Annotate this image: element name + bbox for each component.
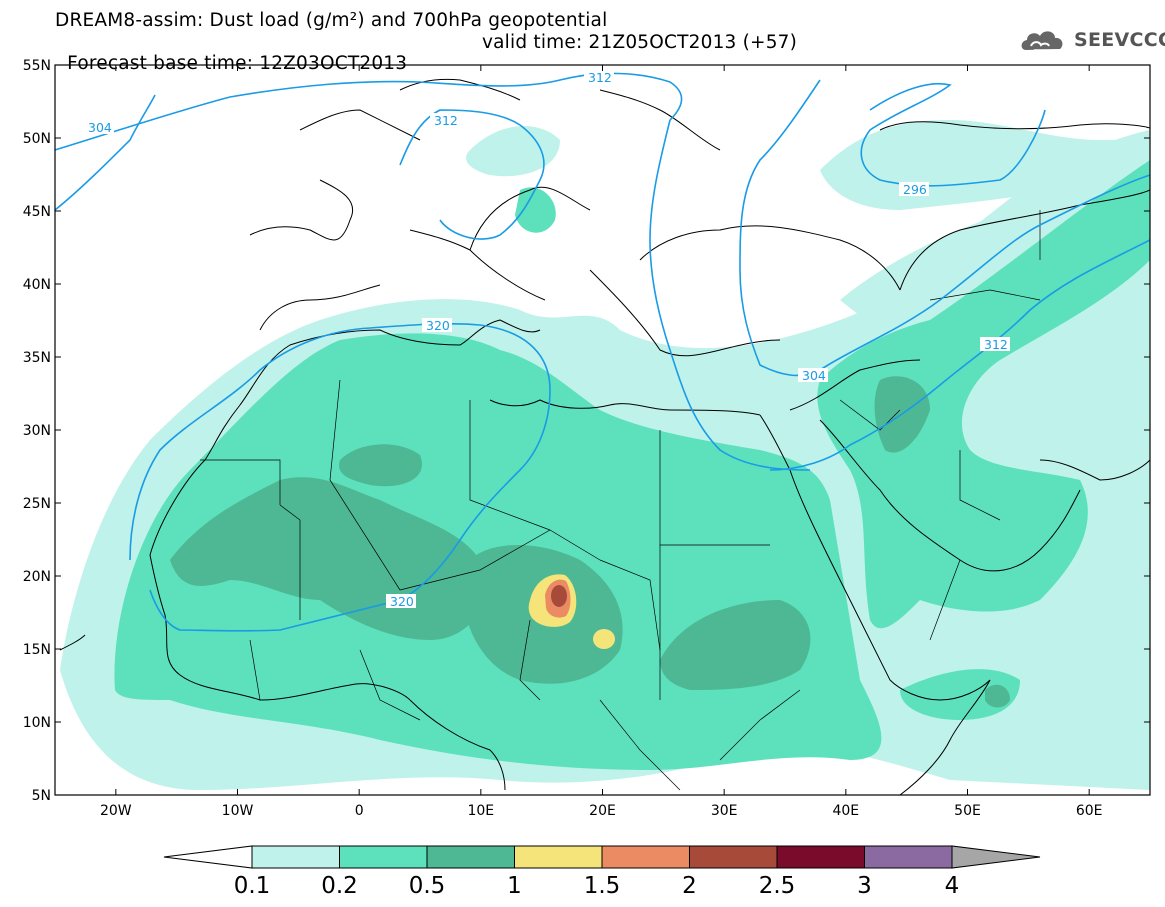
contour-labels: 304 312 312 296 320 320 304 312 (84, 70, 1010, 609)
lon-label: 60E (1076, 803, 1103, 819)
chart-title: DREAM8-assim: Dust load (g/m²) and 700hP… (55, 10, 608, 31)
contour-label: 296 (903, 182, 927, 197)
colorbar-swatch (864, 845, 953, 869)
time-info: Forecast base time: 12Z03OCT2013 valid t… (55, 32, 797, 95)
lat-labels: 55N 50N 45N 40N 35N 30N 25N 20N 15N 10N 5N (23, 58, 51, 804)
lon-label: 50E (954, 803, 981, 819)
contour-label: 320 (390, 594, 414, 609)
lon-label: 40E (832, 803, 859, 819)
dust-level-2 (551, 585, 567, 607)
lat-label: 40N (23, 277, 51, 293)
lon-label: 0 (355, 803, 364, 819)
lat-label: 50N (23, 131, 51, 147)
lon-label: 10E (467, 803, 494, 819)
colorbar-label: 3 (857, 873, 872, 899)
colorbar-label: 2 (682, 873, 697, 899)
colorbar: 0.1 0.2 0.5 1 1.5 2 2.5 3 4 (163, 845, 1041, 899)
lat-label: 20N (23, 569, 51, 585)
contour-label: 312 (984, 337, 1008, 352)
contour-label: 320 (426, 318, 450, 333)
colorbar-swatch (251, 845, 340, 869)
logo-text: SEEVCCC (1074, 29, 1165, 51)
cloud-icon (1021, 31, 1063, 51)
colorbar-swatch (339, 845, 428, 869)
contour-label: 304 (802, 368, 826, 383)
colorbar-under-arrow (163, 845, 253, 869)
contour-label: 312 (588, 70, 612, 85)
colorbar-swatch (689, 845, 778, 869)
colorbar-label: 0.5 (409, 873, 446, 899)
colorbar-label: 1 (507, 873, 522, 899)
lat-label: 10N (23, 715, 51, 731)
lon-labels: 20W 10W 0 10E 20E 30E 40E 50E 60E (100, 803, 1103, 819)
colorbar-over-arrow (951, 845, 1041, 869)
contour-label: 304 (88, 120, 112, 135)
lon-label: 10W (222, 803, 254, 819)
lat-label: 5N (32, 788, 51, 804)
lat-label: 55N (23, 58, 51, 74)
lon-label: 20W (100, 803, 132, 819)
colorbar-swatch (776, 845, 865, 869)
lat-label: 45N (23, 204, 51, 220)
colorbar-label: 0.2 (321, 873, 358, 899)
colorbar-label: 4 (945, 873, 960, 899)
colorbar-swatch (514, 845, 603, 869)
contour-label: 312 (434, 113, 458, 128)
colorbar-label: 0.1 (234, 873, 271, 899)
map-area (55, 72, 1150, 795)
geopotential-contours (55, 72, 1150, 632)
base-time: Forecast base time: 12Z03OCT2013 (67, 53, 408, 74)
lon-label: 30E (711, 803, 738, 819)
lat-label: 25N (23, 496, 51, 512)
colorbar-swatch (601, 845, 690, 869)
lat-label: 30N (23, 423, 51, 439)
lat-label: 15N (23, 642, 51, 658)
colorbar-label: 1.5 (584, 873, 621, 899)
valid-time: valid time: 21Z05OCT2013 (+57) (482, 32, 798, 53)
country-borders (200, 210, 1041, 791)
colorbar-swatch (426, 845, 515, 869)
colorbar-label: 2.5 (759, 873, 796, 899)
seevccc-logo: SEEVCCC (1018, 24, 1165, 58)
axis-ticks (55, 64, 1150, 796)
lat-label: 35N (23, 350, 51, 366)
lon-label: 20E (589, 803, 616, 819)
dust-spot-1 (593, 629, 615, 649)
